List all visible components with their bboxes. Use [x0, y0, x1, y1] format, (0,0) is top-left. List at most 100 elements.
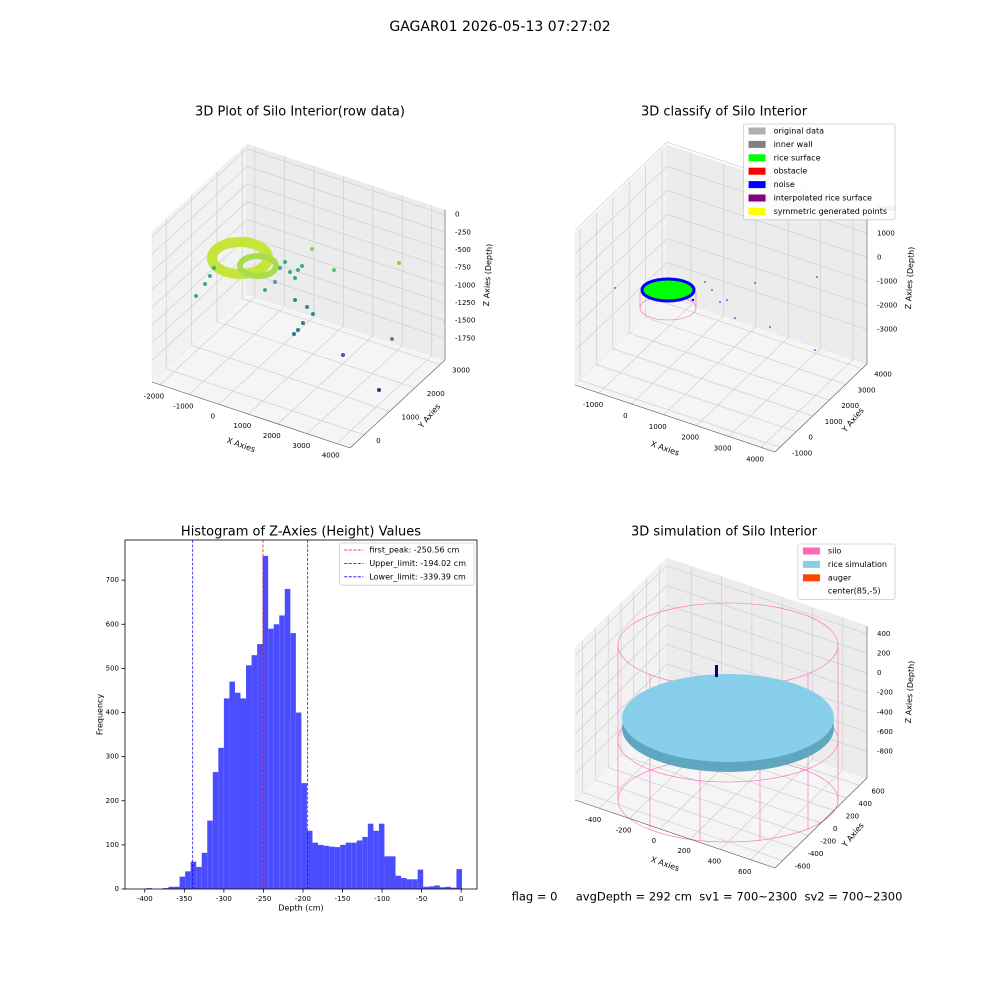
bar [179, 876, 186, 889]
x-tick-label: -350 [176, 895, 192, 903]
x-tick-label: -300 [216, 895, 232, 903]
bar [318, 844, 324, 889]
bar [162, 888, 169, 889]
y-tick-label: 0 [833, 825, 837, 833]
y-tick-label: 400 [859, 800, 872, 808]
grid-line [574, 214, 868, 303]
bar [329, 846, 335, 889]
legend-swatch [748, 127, 766, 135]
bar [417, 869, 424, 889]
y-tick-label: 700 [106, 576, 119, 584]
y-tick-label: 600 [871, 788, 884, 796]
bar [246, 665, 252, 889]
grid-line [574, 565, 868, 657]
axis-line [574, 799, 776, 869]
legend-swatch [802, 560, 820, 568]
bar [146, 888, 152, 889]
plot-frame [124, 539, 478, 890]
grid-line [612, 196, 813, 417]
x-tick-label: -1000 [583, 401, 603, 409]
bar [439, 887, 446, 889]
axis-line [774, 777, 868, 869]
bar [229, 681, 235, 889]
x-tick-label: 0 [459, 895, 463, 903]
legend-swatch [748, 140, 766, 148]
grid-line [582, 640, 783, 861]
chart-title: 3D classify of Silo Interior [641, 105, 808, 120]
bar [273, 624, 280, 889]
legend: original data inner wall rice surface obsta… [743, 123, 896, 221]
bar [389, 856, 396, 889]
x-tick-label: 3000 [292, 442, 310, 450]
axis-line [774, 363, 868, 453]
bar [240, 698, 247, 889]
panes [151, 143, 446, 449]
x-tick-label: 1000 [649, 423, 667, 431]
grid-line [728, 196, 821, 437]
z-tick-label: 0 [877, 253, 881, 261]
grid-line [607, 615, 809, 836]
grid-line [307, 195, 403, 435]
grid-line [598, 153, 692, 394]
y-tick-label: 2000 [427, 390, 445, 398]
legend-swatch [748, 194, 766, 202]
grid-line [760, 207, 854, 448]
bar [412, 879, 418, 889]
bar [279, 615, 285, 889]
y-axis-label: Y Axies [416, 402, 442, 431]
classified-point-cloud [614, 276, 818, 351]
y-tick-label: 200 [106, 797, 119, 805]
grid-line [165, 218, 365, 436]
bar [306, 830, 313, 889]
z-tick-label: -1000 [455, 281, 475, 289]
legend-box [797, 543, 896, 600]
bar [185, 871, 191, 889]
legend-box [743, 123, 896, 221]
legend-swatch [748, 181, 766, 189]
x-tick-label: 0 [623, 412, 627, 420]
grid-line [663, 174, 757, 416]
bar [251, 655, 258, 889]
bar [168, 886, 175, 889]
x-tick-label: 2000 [681, 434, 699, 442]
x-tick-label: 200 [677, 847, 690, 855]
legend-label: inner wall [774, 140, 813, 149]
axis-line [151, 381, 351, 449]
bar [367, 823, 374, 889]
y-tick-label: -600 [795, 863, 811, 871]
grid-line [218, 166, 315, 405]
grid-line [151, 236, 446, 326]
bar [223, 698, 230, 889]
bar [312, 842, 319, 889]
y-axis-label: Y Axies [840, 821, 866, 850]
chart-title: 3D simulation of Silo Interior [631, 525, 818, 540]
legend-label: Lower_limit: -339.39 cm [369, 572, 466, 581]
legend-label: interpolated rice surface [774, 194, 872, 203]
z-tick-label: -1750 [455, 334, 475, 342]
z-axis-label: Z Axies (Depth) [904, 246, 916, 309]
grid-line [189, 156, 285, 395]
raw-point-cloud [194, 237, 401, 392]
z-tick-label: -750 [455, 264, 471, 272]
z-tick-label: 1000 [877, 229, 895, 237]
x-tick-label: 0 [211, 412, 215, 420]
bar [323, 845, 330, 889]
grid-line [620, 603, 822, 824]
legend-label: rice surface [774, 153, 821, 162]
grid-line [720, 607, 813, 850]
grid-line [241, 148, 441, 365]
grid-line [574, 238, 868, 327]
grid-line [574, 624, 868, 715]
bar [190, 861, 197, 889]
bar [262, 555, 269, 889]
z-tick-label: -500 [455, 246, 471, 254]
bar [373, 830, 379, 889]
bar [384, 856, 390, 889]
z-axis-label: Z Axies (Depth) [482, 243, 494, 306]
z-tick-label: 400 [877, 630, 890, 638]
x-tick-label: 400 [708, 857, 721, 865]
z-tick-label: -250 [455, 228, 471, 236]
y-axis-label: Y Axies [840, 406, 866, 435]
y-tick-label: 300 [106, 753, 119, 761]
